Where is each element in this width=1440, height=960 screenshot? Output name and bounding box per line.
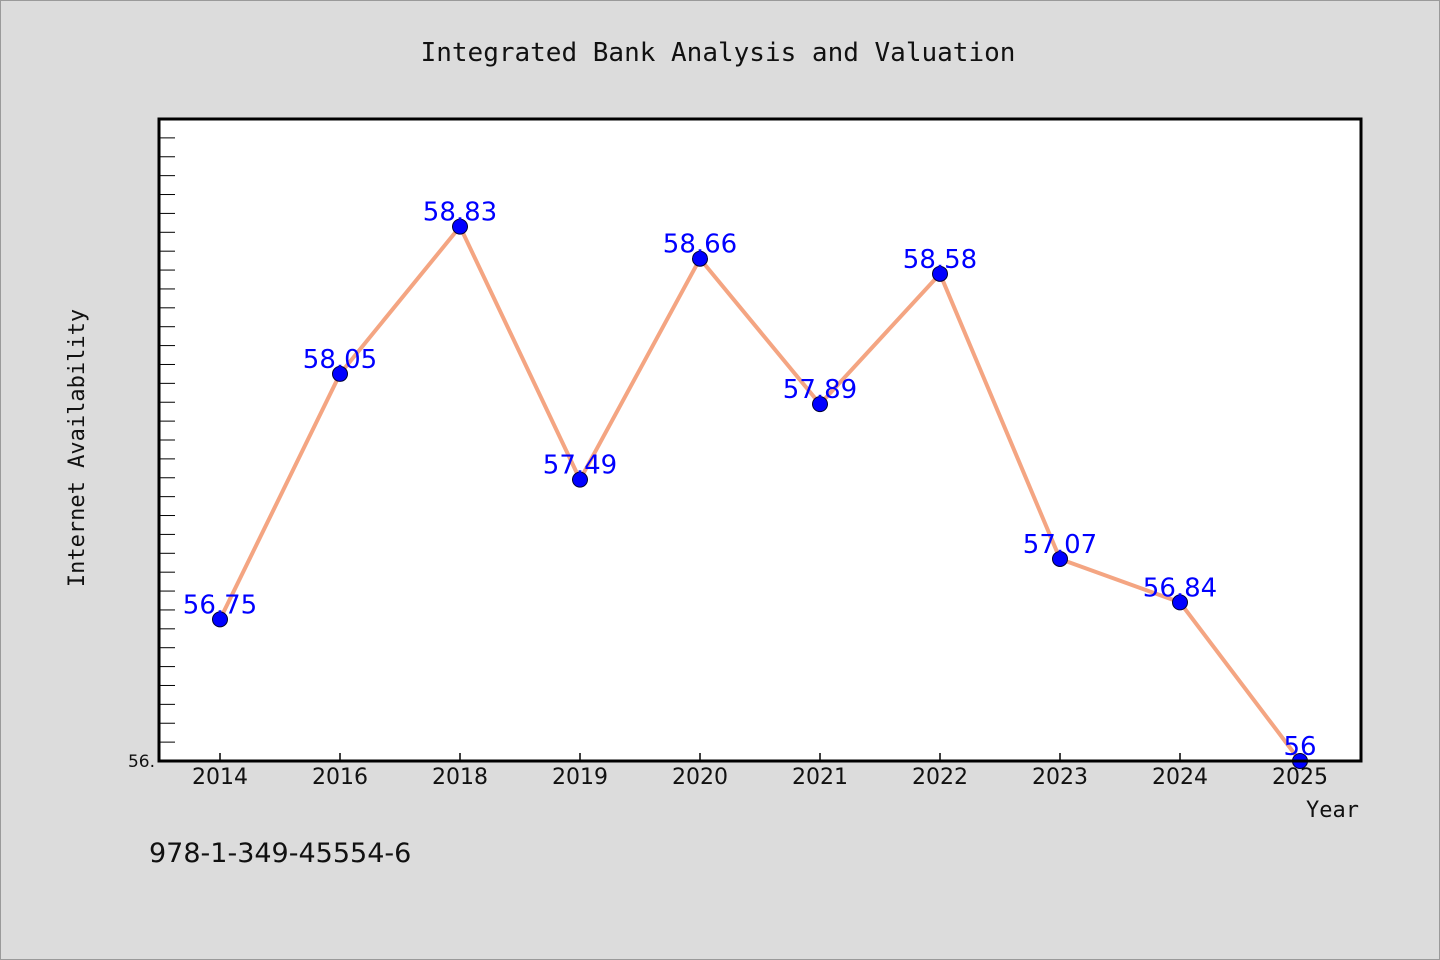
- series-line: [218, 224, 1302, 763]
- x-tick-label: 2019: [552, 765, 608, 790]
- data-markers: [212, 218, 1308, 769]
- plot-area: [159, 119, 1361, 761]
- data-label: 56.75: [183, 590, 257, 620]
- chart-title: Integrated Bank Analysis and Valuation: [421, 38, 1016, 68]
- data-point: [332, 365, 348, 382]
- data-point: [1052, 550, 1068, 567]
- data-label: 58.83: [423, 198, 497, 228]
- x-tick-label: 2024: [1152, 765, 1208, 790]
- data-label: 58.66: [663, 230, 737, 260]
- x-tick-label: 2016: [312, 765, 368, 790]
- x-tick-label: 2025: [1272, 765, 1328, 790]
- plot-border: [157, 117, 1363, 763]
- data-label: 57.07: [1023, 530, 1097, 560]
- data-point: [212, 611, 228, 628]
- data-label: 56: [1283, 732, 1316, 762]
- x-tick-label: 2014: [192, 765, 248, 790]
- y-axis-label: Internet Availability: [65, 309, 90, 587]
- x-tick-label: 2022: [912, 765, 968, 790]
- x-tick-label: 2020: [672, 765, 728, 790]
- x-axis-label: Year: [1306, 798, 1359, 823]
- data-label: 57.49: [543, 451, 617, 481]
- data-point: [1172, 594, 1188, 611]
- data-label: 56.84: [1143, 573, 1217, 603]
- data-point: [572, 471, 588, 488]
- data-label: 58.05: [303, 345, 377, 375]
- isbn-footer: 978-1-349-45554-6: [149, 838, 411, 869]
- x-tick-label: 2023: [1032, 765, 1088, 790]
- x-axis-ticks: 2014 2016 2018 2019 2020 2021 2022 2023 2024 2025: [192, 753, 1328, 790]
- data-labels: 56.75 58.05 58.83 57.49 58.66 57.89 58.58 57.07…: [183, 198, 1317, 762]
- data-label: 57.89: [783, 375, 857, 405]
- data-point: [812, 396, 828, 413]
- data-point: [932, 265, 948, 282]
- x-tick-label: 2021: [792, 765, 848, 790]
- y-tick-label: 56.: [128, 752, 155, 772]
- x-tick-label: 2018: [432, 765, 488, 790]
- data-point: [692, 250, 708, 267]
- data-label: 58.58: [903, 245, 977, 275]
- data-point: [452, 218, 468, 235]
- series-line-group: [218, 224, 1302, 763]
